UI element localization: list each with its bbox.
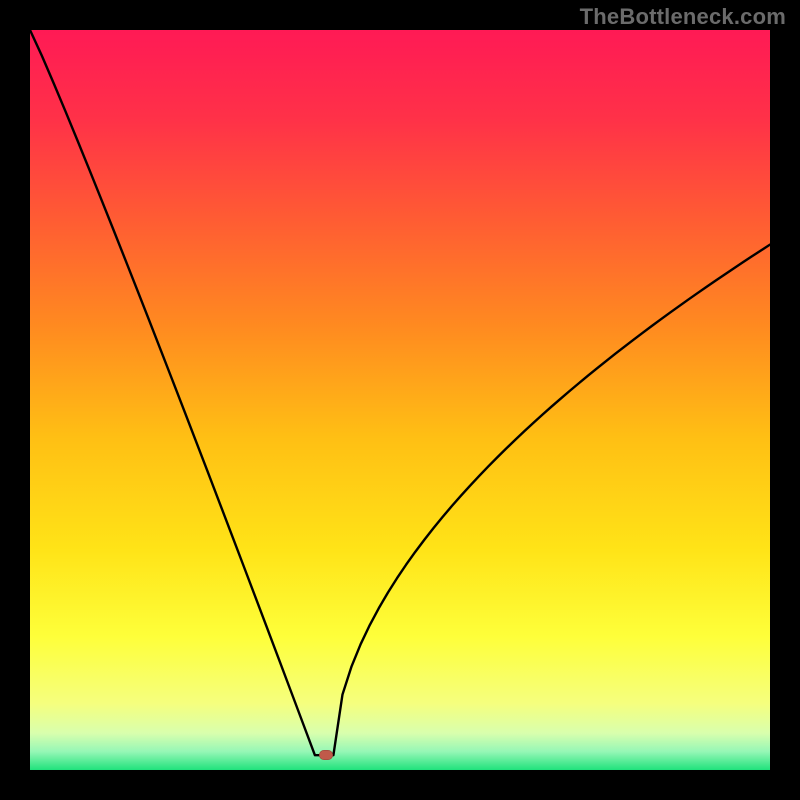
frame: TheBottleneck.com <box>0 0 800 800</box>
plot-area <box>30 30 770 770</box>
bottleneck-curve <box>30 30 770 770</box>
watermark-text: TheBottleneck.com <box>580 4 786 30</box>
optimal-point-marker <box>319 750 333 760</box>
